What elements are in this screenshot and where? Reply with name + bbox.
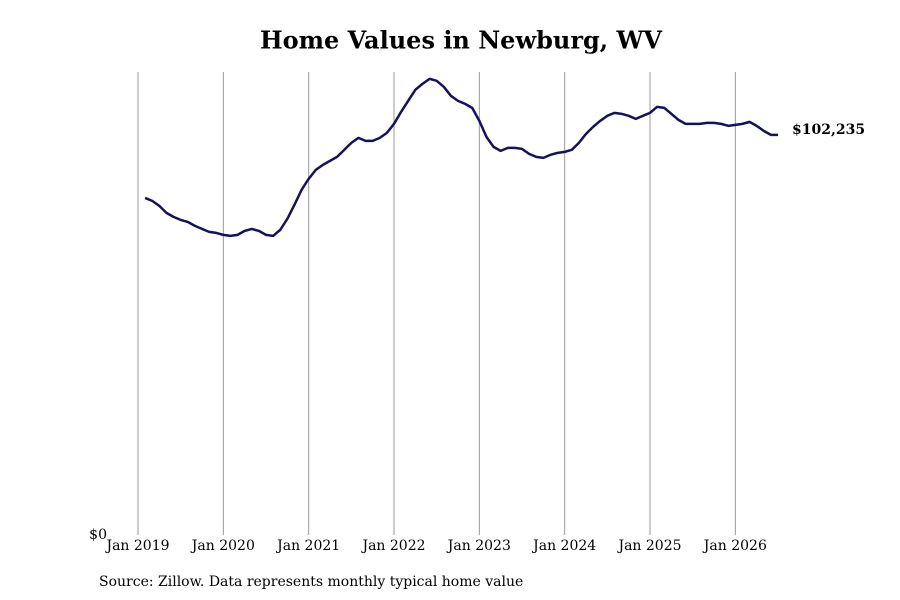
end-value-label: $102,235	[792, 122, 865, 138]
x-tick-label: Jan 2023	[446, 538, 511, 554]
y-tick-label: $0	[89, 527, 107, 543]
x-tick-label: Jan 2025	[616, 538, 681, 554]
x-tick-label: Jan 2022	[360, 538, 425, 554]
x-tick-label: Jan 2020	[190, 538, 255, 554]
x-tick-label: Jan 2019	[104, 538, 169, 554]
data-line	[144, 77, 779, 238]
x-tick-label: Jan 2021	[275, 538, 340, 554]
x-tick-label: Jan 2024	[531, 538, 596, 554]
x-tick-label: Jan 2026	[702, 538, 767, 554]
source-note: Source: Zillow. Data represents monthly …	[99, 574, 523, 590]
chart-title: Home Values in Newburg, WV	[260, 26, 662, 55]
